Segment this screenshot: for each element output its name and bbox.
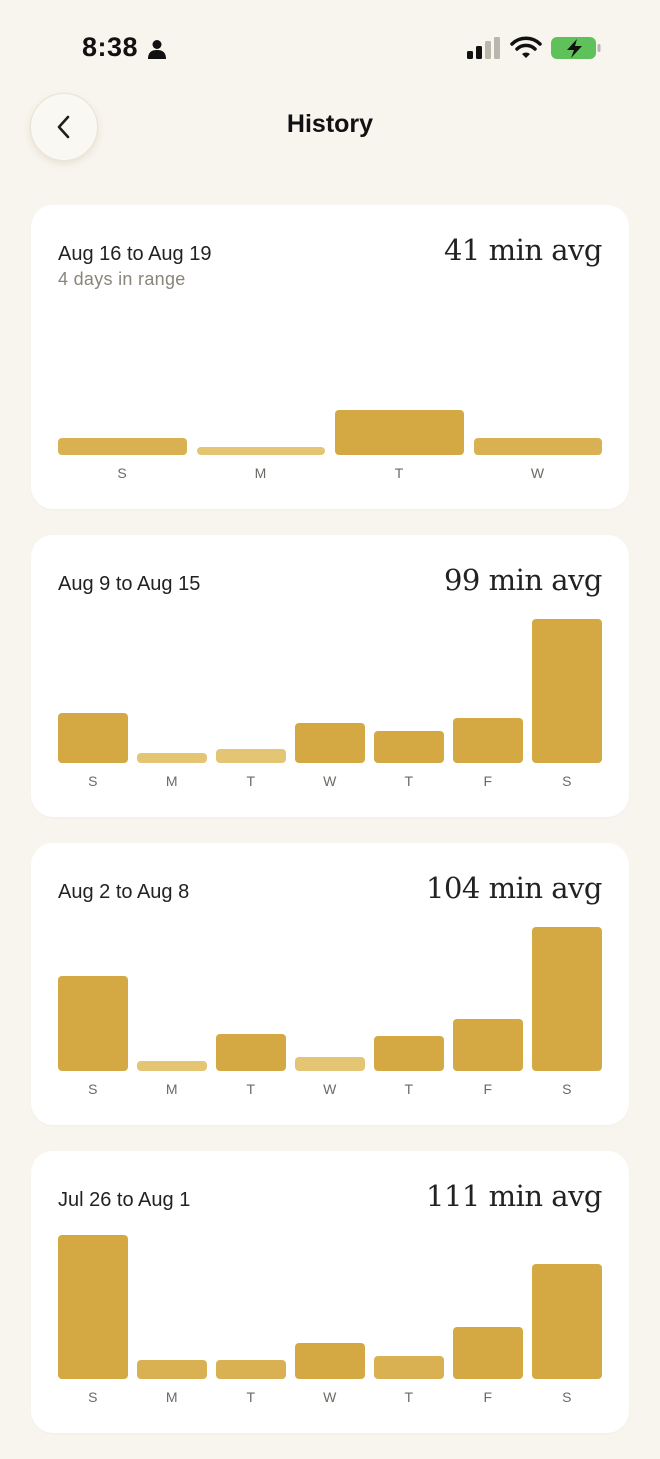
day-label: M xyxy=(165,1081,179,1097)
day-label: T xyxy=(394,465,404,481)
date-range-label: Aug 2 to Aug 8 xyxy=(58,881,190,903)
day-label: W xyxy=(530,465,545,481)
average-minutes-label: 99 min avg xyxy=(443,563,603,597)
day-bar[interactable] xyxy=(137,1360,207,1379)
day-label: S xyxy=(117,465,128,481)
day-label: S xyxy=(88,1389,98,1405)
battery-charging-icon xyxy=(551,37,601,59)
back-button[interactable] xyxy=(30,93,98,161)
day-label: S xyxy=(88,773,98,789)
day-label: M xyxy=(165,1389,179,1405)
day-label: F xyxy=(483,773,493,789)
daily-minutes-bar-chart xyxy=(58,311,602,455)
day-bar[interactable] xyxy=(58,1235,128,1379)
day-bar[interactable] xyxy=(137,753,207,763)
day-label: W xyxy=(323,1081,337,1097)
day-label: M xyxy=(254,465,267,481)
person-icon xyxy=(148,40,166,59)
day-label: M xyxy=(165,773,179,789)
day-label: S xyxy=(562,1081,572,1097)
day-bar[interactable] xyxy=(295,723,365,763)
day-bar[interactable] xyxy=(58,713,128,763)
day-bar[interactable] xyxy=(374,1356,444,1379)
day-label: F xyxy=(483,1081,493,1097)
day-label: S xyxy=(88,1081,98,1097)
status-time: 8:38 xyxy=(82,32,139,62)
daily-minutes-bar-chart xyxy=(58,619,602,763)
history-card[interactable]: Aug 2 to Aug 8 104 min avg S M T W T F S xyxy=(31,843,629,1125)
page-title: History xyxy=(286,110,374,138)
day-bar[interactable] xyxy=(216,1360,286,1379)
daily-minutes-bar-chart xyxy=(58,927,602,1071)
date-range-label: Jul 26 to Aug 1 xyxy=(58,1189,191,1211)
day-bar[interactable] xyxy=(58,976,128,1071)
day-label: W xyxy=(323,1389,337,1405)
cellular-signal-icon xyxy=(467,37,500,59)
day-bar[interactable] xyxy=(453,1327,523,1379)
day-bar[interactable] xyxy=(196,447,325,455)
status-bar: 8:38 xyxy=(0,0,660,96)
wifi-icon xyxy=(510,36,542,58)
day-bar[interactable] xyxy=(137,1061,207,1071)
day-bar[interactable] xyxy=(473,438,602,455)
average-minutes-label: 104 min avg xyxy=(426,871,602,905)
day-bar[interactable] xyxy=(532,1264,602,1379)
day-bar[interactable] xyxy=(453,1019,523,1071)
day-bar[interactable] xyxy=(453,718,523,763)
average-minutes-label: 41 min avg xyxy=(443,233,603,267)
day-label: T xyxy=(246,773,256,789)
day-bar[interactable] xyxy=(216,1034,286,1071)
day-label: T xyxy=(404,1081,414,1097)
day-bar[interactable] xyxy=(58,438,187,455)
day-label: S xyxy=(562,1389,572,1405)
day-label: F xyxy=(483,1389,493,1405)
history-card[interactable]: Jul 26 to Aug 1 111 min avg S M T W T F S xyxy=(31,1151,629,1433)
history-card[interactable]: Aug 9 to Aug 15 99 min avg S M T W T F S xyxy=(31,535,629,817)
day-label: T xyxy=(404,773,414,789)
day-label: T xyxy=(246,1389,256,1405)
day-bar[interactable] xyxy=(335,410,464,455)
day-bar[interactable] xyxy=(532,927,602,1071)
history-card[interactable]: Aug 16 to Aug 19 4 days in range 41 min av… xyxy=(31,205,629,509)
day-label: S xyxy=(562,773,572,789)
day-label: T xyxy=(404,1389,414,1405)
daily-minutes-bar-chart xyxy=(58,1235,602,1379)
day-bar[interactable] xyxy=(532,619,602,763)
day-bar[interactable] xyxy=(295,1343,365,1379)
history-card-list: Aug 16 to Aug 19 4 days in range 41 min av… xyxy=(31,205,629,1459)
average-minutes-label: 111 min avg xyxy=(426,1179,602,1213)
date-range-label: Aug 16 to Aug 19 xyxy=(58,243,212,265)
day-label: T xyxy=(246,1081,256,1097)
day-bar[interactable] xyxy=(374,1036,444,1071)
date-range-label: Aug 9 to Aug 15 xyxy=(58,573,201,595)
day-bar[interactable] xyxy=(374,731,444,763)
chevron-left-icon xyxy=(57,115,70,139)
day-bar[interactable] xyxy=(295,1057,365,1071)
days-in-range-label: 4 days in range xyxy=(58,269,186,289)
day-bar[interactable] xyxy=(216,749,286,763)
day-label: W xyxy=(323,773,337,789)
